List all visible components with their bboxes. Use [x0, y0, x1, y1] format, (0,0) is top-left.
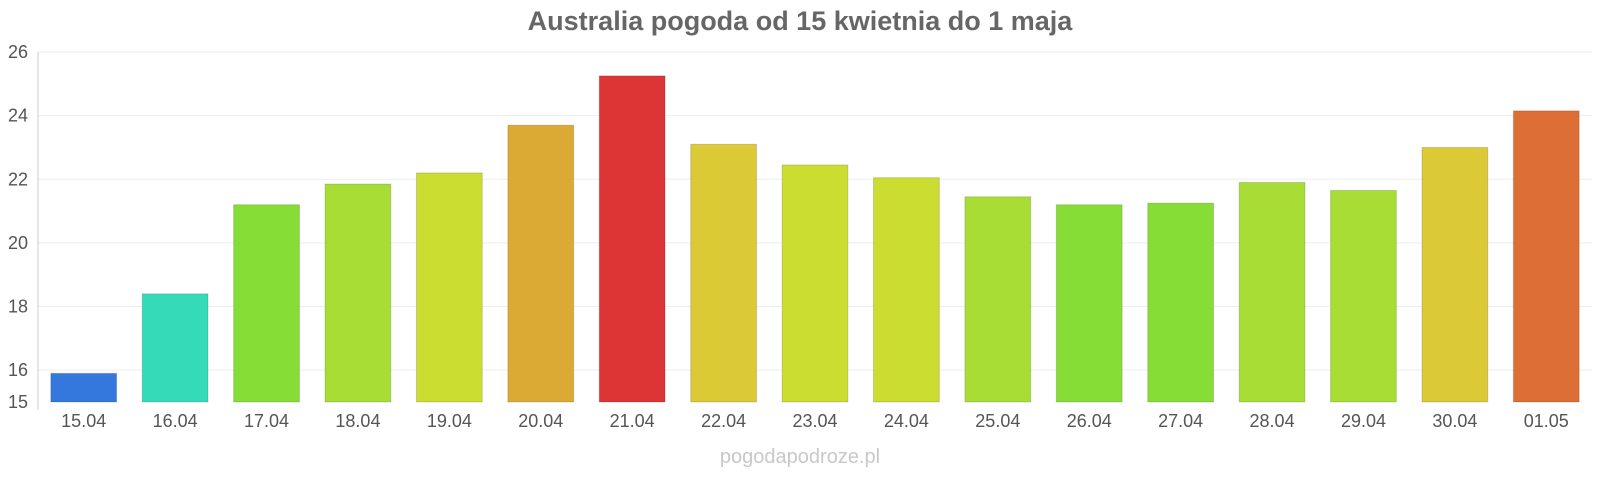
- x-tick-label: 27.04: [1158, 411, 1203, 431]
- bar-22.04: [690, 143, 757, 403]
- y-tick-label: 20: [8, 233, 28, 253]
- bar-16.04: [141, 293, 209, 403]
- y-tick-labels: 15 16 18 20 22 24 26: [8, 42, 28, 412]
- bar-30.04: [1421, 146, 1489, 403]
- bar-24.04: [873, 177, 940, 403]
- bar-28.04: [1238, 181, 1306, 403]
- y-tick-label: 16: [8, 360, 28, 380]
- y-tick-label: 18: [8, 297, 28, 317]
- x-tick-label: 18.04: [335, 411, 380, 431]
- bar-15.04: [50, 372, 118, 403]
- bar-27.04: [1147, 202, 1215, 403]
- bar-20.04: [507, 124, 575, 403]
- x-tick-label: 16.04: [153, 411, 198, 431]
- bar-29.04: [1330, 189, 1397, 403]
- x-tick-label: 21.04: [610, 411, 655, 431]
- x-tick-label: 17.04: [244, 411, 289, 431]
- x-tick-label: 15.04: [61, 411, 106, 431]
- y-tick-label: 24: [8, 106, 28, 126]
- x-tick-label: 24.04: [884, 411, 929, 431]
- chart-title: Australia pogoda od 15 kwietnia do 1 maj…: [527, 6, 1073, 36]
- bar-25.04: [964, 196, 1032, 403]
- x-tick-label: 30.04: [1432, 411, 1477, 431]
- bar-17.04: [233, 204, 300, 403]
- x-tick-labels: 15.04 16.04 17.04 18.04 19.04 20.04 21.04 22.04…: [61, 411, 1569, 431]
- y-tick-label: 22: [8, 169, 28, 189]
- x-tick-label: 01.05: [1524, 411, 1569, 431]
- x-tick-label: 22.04: [701, 411, 746, 431]
- x-tick-label: 19.04: [427, 411, 472, 431]
- bar-23.04: [781, 164, 849, 403]
- bars: [50, 75, 1580, 403]
- bar-26.04: [1055, 204, 1123, 403]
- bar-18.04: [324, 183, 392, 403]
- x-tick-label: 25.04: [975, 411, 1020, 431]
- x-tick-label: 29.04: [1341, 411, 1386, 431]
- y-tick-label: 15: [8, 392, 28, 412]
- x-tick-label: 28.04: [1250, 411, 1295, 431]
- watermark: pogodapodroze.pl: [719, 446, 881, 468]
- x-tick-label: 26.04: [1067, 411, 1112, 431]
- bar-01.05: [1512, 110, 1580, 403]
- y-tick-label: 26: [8, 42, 28, 62]
- bar-21.04: [598, 75, 666, 403]
- x-tick-label: 23.04: [792, 411, 837, 431]
- bar-19.04: [415, 172, 483, 403]
- x-tick-label: 20.04: [518, 411, 563, 431]
